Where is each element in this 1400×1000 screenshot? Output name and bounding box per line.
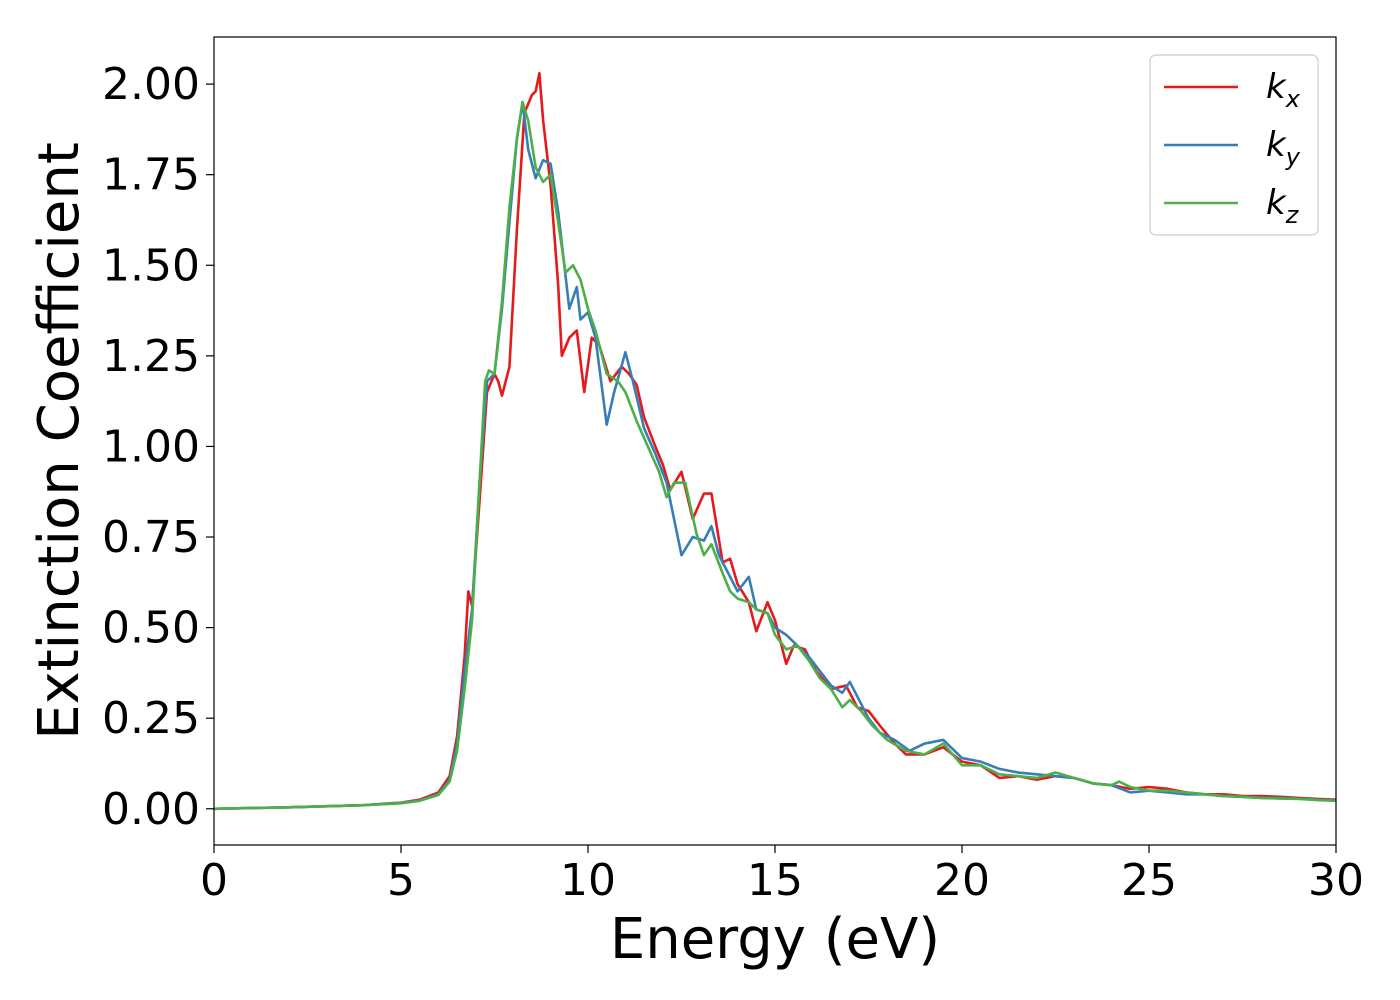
y-axis-label: Extinction Coefficient — [27, 142, 92, 740]
x-tick-label: 30 — [1308, 855, 1364, 906]
y-tick-label: 0.75 — [102, 512, 200, 563]
series-layer — [214, 71, 1336, 811]
x-tick-label: 25 — [1121, 855, 1177, 906]
x-axis: 0 5 10 15 20 25 30 — [200, 845, 1364, 906]
y-tick-label: 0.00 — [102, 784, 200, 835]
legend-label-kx: kx — [1266, 67, 1301, 113]
y-axis: 0.00 0.25 0.50 0.75 1.00 1.25 1.50 1.75 2.00 — [102, 59, 214, 835]
series-line-kz — [214, 100, 1336, 811]
y-tick-label: 0.50 — [102, 603, 200, 654]
x-axis-label: Energy (eV) — [610, 907, 940, 972]
y-tick-label: 1.25 — [102, 331, 200, 382]
x-tick-label: 5 — [387, 855, 415, 906]
y-tick-label: 2.00 — [102, 59, 200, 110]
legend-label-ky: ky — [1266, 125, 1301, 171]
y-tick-label: 1.50 — [102, 240, 200, 291]
y-tick-label: 1.75 — [102, 150, 200, 201]
y-tick-label: 1.00 — [102, 421, 200, 472]
legend-label-kz: kz — [1266, 183, 1300, 229]
x-tick-label: 20 — [934, 855, 990, 906]
legend: kx ky kz — [1149, 54, 1319, 236]
x-tick-label: 15 — [747, 855, 803, 906]
x-tick-label: 0 — [200, 855, 228, 906]
x-tick-label: 10 — [560, 855, 616, 906]
y-tick-label: 0.25 — [102, 693, 200, 744]
